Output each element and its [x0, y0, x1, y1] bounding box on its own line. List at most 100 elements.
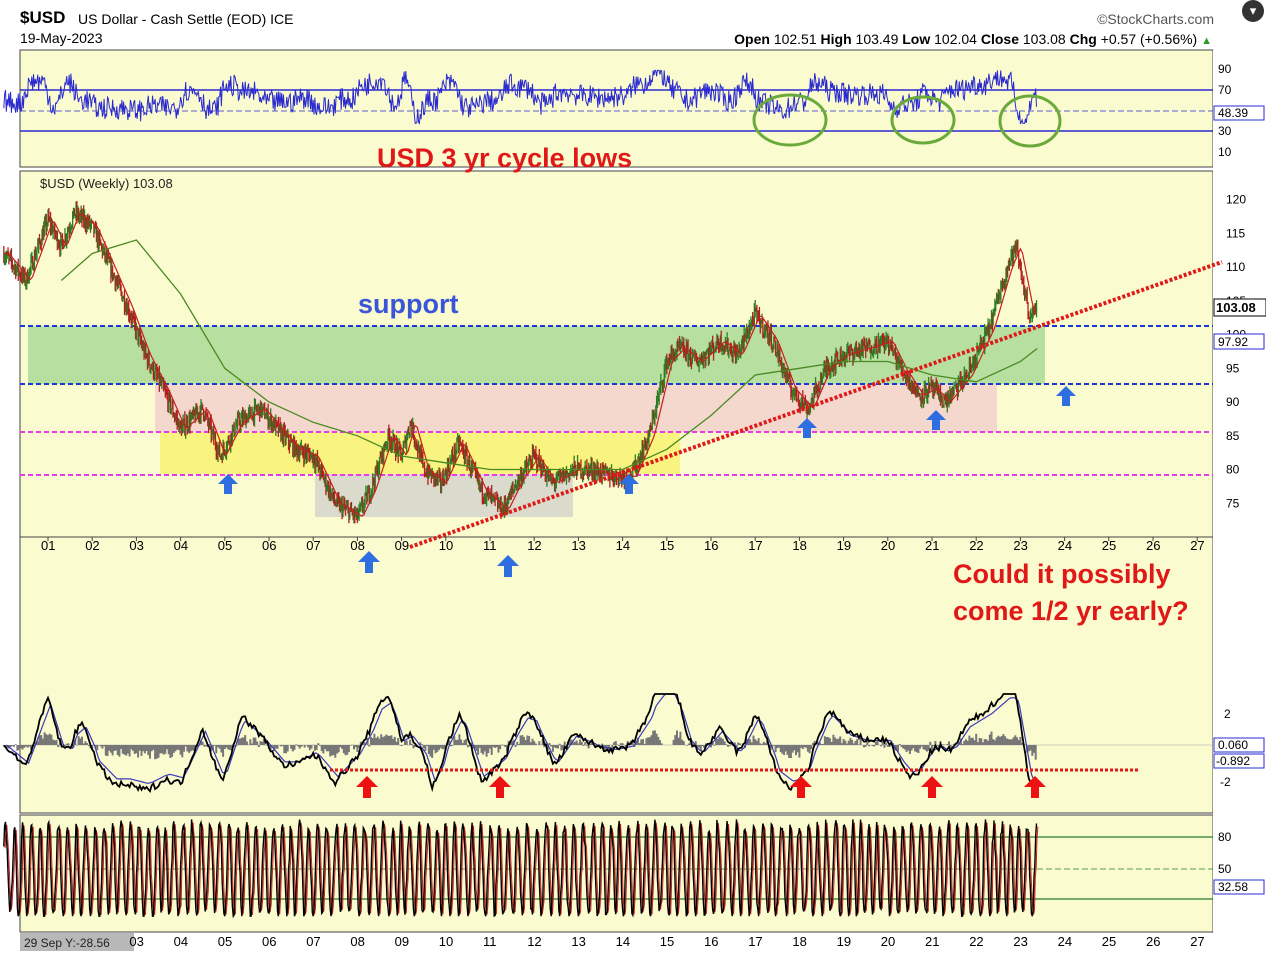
collapse-icon[interactable]: ▾ [1242, 0, 1264, 22]
price-x-tick: 22 [969, 538, 983, 553]
ticker-description: US Dollar - Cash Settle (EOD) ICE [78, 11, 294, 27]
blue-arrows [218, 386, 1076, 577]
high-value: 103.49 [855, 31, 899, 47]
price-y-tick: 115 [1226, 226, 1245, 240]
price-x-tick: 07 [306, 538, 320, 553]
bottom-x-tick: 12 [527, 934, 541, 949]
price-x-tick: 20 [881, 538, 895, 553]
stoch-signal-line [4, 822, 1039, 917]
bottom-x-tick: 10 [439, 934, 453, 949]
price-x-tick: 05 [218, 538, 232, 553]
close-label-box [1213, 298, 1266, 317]
price-y-tick: 90 [1226, 395, 1240, 409]
lower-indicator-series [2, 693, 1039, 797]
blue-arrow-icon [358, 551, 380, 573]
bottom-x-tick: 23 [1013, 934, 1027, 949]
price-x-tick: 08 [350, 538, 364, 553]
price-x-tick: 03 [129, 538, 143, 553]
price-x-tick: 09 [395, 538, 409, 553]
high-label: High [820, 31, 852, 47]
crosshair-label-box [20, 933, 134, 951]
price-x-tick: 17 [748, 538, 762, 553]
ma-label: 97.92 [1218, 335, 1248, 349]
brand-link[interactable]: ©StockCharts.com [1097, 11, 1214, 27]
price-series-group [3, 200, 1038, 524]
bottom-x-tick: 14 [616, 934, 630, 949]
top-tick-90: 90 [1218, 62, 1232, 76]
price-x-tick: 15 [660, 538, 674, 553]
cycle-lows-annotation: USD 3 yr cycle lows [377, 143, 632, 173]
quote-summary: Open 102.51 High 103.49 Low 102.04 Close… [734, 31, 1212, 47]
top-last-value: 48.39 [1218, 106, 1248, 120]
lower-tick-neg2: -2 [1220, 775, 1231, 789]
lower-tick-2: 2 [1224, 707, 1231, 721]
bottom-x-tick: 21 [925, 934, 939, 949]
bottom-tick-80: 80 [1218, 830, 1232, 844]
price-y-tick: 80 [1226, 463, 1240, 477]
chart-header: $USD US Dollar - Cash Settle (EOD) ICE 1… [0, 0, 1266, 48]
price-y-tick: 120 [1226, 193, 1246, 207]
price-x-tick: 27 [1190, 538, 1204, 553]
close-label: Close [980, 31, 1019, 47]
bottom-x-tick: 08 [350, 934, 364, 949]
top-tick-30: 30 [1218, 124, 1232, 138]
bottom-x-tick: 22 [969, 934, 983, 949]
price-x-tick: 14 [616, 538, 630, 553]
red-arrow-icon [921, 776, 943, 798]
price-x-tick: 19 [837, 538, 851, 553]
question-line-1: Could it possibly [953, 559, 1171, 589]
bottom-x-tick: 07 [306, 934, 320, 949]
bottom-x-tick: 09 [395, 934, 409, 949]
chart-date: 19-May-2023 [20, 30, 103, 46]
price-x-tick: 06 [262, 538, 276, 553]
red-arrow-icon [790, 776, 812, 798]
bottom-x-tick: 17 [748, 934, 762, 949]
close-label: 103.08 [1216, 300, 1256, 315]
price-x-tick: 21 [925, 538, 939, 553]
rising-trendline [409, 260, 1223, 549]
support-annotation: support [358, 289, 459, 319]
bottom-x-tick: 24 [1058, 934, 1072, 949]
top-tick-10: 10 [1218, 145, 1232, 159]
top-indicator-panel [19, 49, 1214, 168]
stoch-line [3, 819, 1038, 919]
long-ma-line [60, 239, 1038, 471]
bottom-x-tick: 13 [571, 934, 585, 949]
price-x-tick: 02 [85, 538, 99, 553]
short-ma-line [3, 213, 1037, 517]
price-y-tick: 85 [1226, 429, 1240, 443]
top-indicator-series [3, 69, 1037, 125]
ticker-symbol: $USD [20, 8, 66, 27]
red-arrows [356, 776, 1046, 798]
price-x-tick: 24 [1058, 538, 1072, 553]
right-axis-strip [1213, 50, 1266, 932]
red-arrow-icon [356, 776, 378, 798]
low-value: 102.04 [934, 31, 977, 47]
price-y-tick: 110 [1226, 260, 1245, 274]
bottom-x-tick: 27 [1190, 934, 1204, 949]
bottom-last-box [1213, 879, 1265, 895]
lower-last-value-1: 0.060 [1218, 738, 1248, 752]
top-last-box [1213, 105, 1265, 121]
bottom-x-tick: 25 [1102, 934, 1116, 949]
price-x-tick: 23 [1013, 538, 1027, 553]
price-y-tick: 95 [1226, 361, 1240, 375]
lower-last-box-1 [1213, 737, 1265, 753]
price-x-tick: 18 [792, 538, 806, 553]
question-line-2: come 1/2 yr early? [953, 596, 1189, 626]
chg-value: +0.57 (+0.56%) [1100, 31, 1198, 47]
bottom-tick-50: 50 [1218, 862, 1232, 876]
up-triangle-icon: ▲ [1201, 35, 1212, 47]
bottom-x-tick: 26 [1146, 934, 1160, 949]
bottom-indicator-series [3, 819, 1039, 919]
blue-arrow-icon [218, 474, 238, 494]
bottom-x-tick: 15 [660, 934, 674, 949]
lower-last-box-2 [1213, 753, 1265, 769]
cycle-low-circle-3 [998, 94, 1062, 148]
lower-indicator-panel [19, 536, 1214, 814]
blue-arrow-icon [497, 555, 519, 577]
top-tick-70: 70 [1218, 83, 1232, 97]
bottom-x-axis: 03 04 05 06 07 08 09 10 11 12 13 14 15 16 17 18 19 20 21 22… [129, 934, 1204, 949]
open-label: Open [734, 31, 770, 47]
crosshair-label: 29 Sep Y:-28.56 [24, 936, 110, 950]
